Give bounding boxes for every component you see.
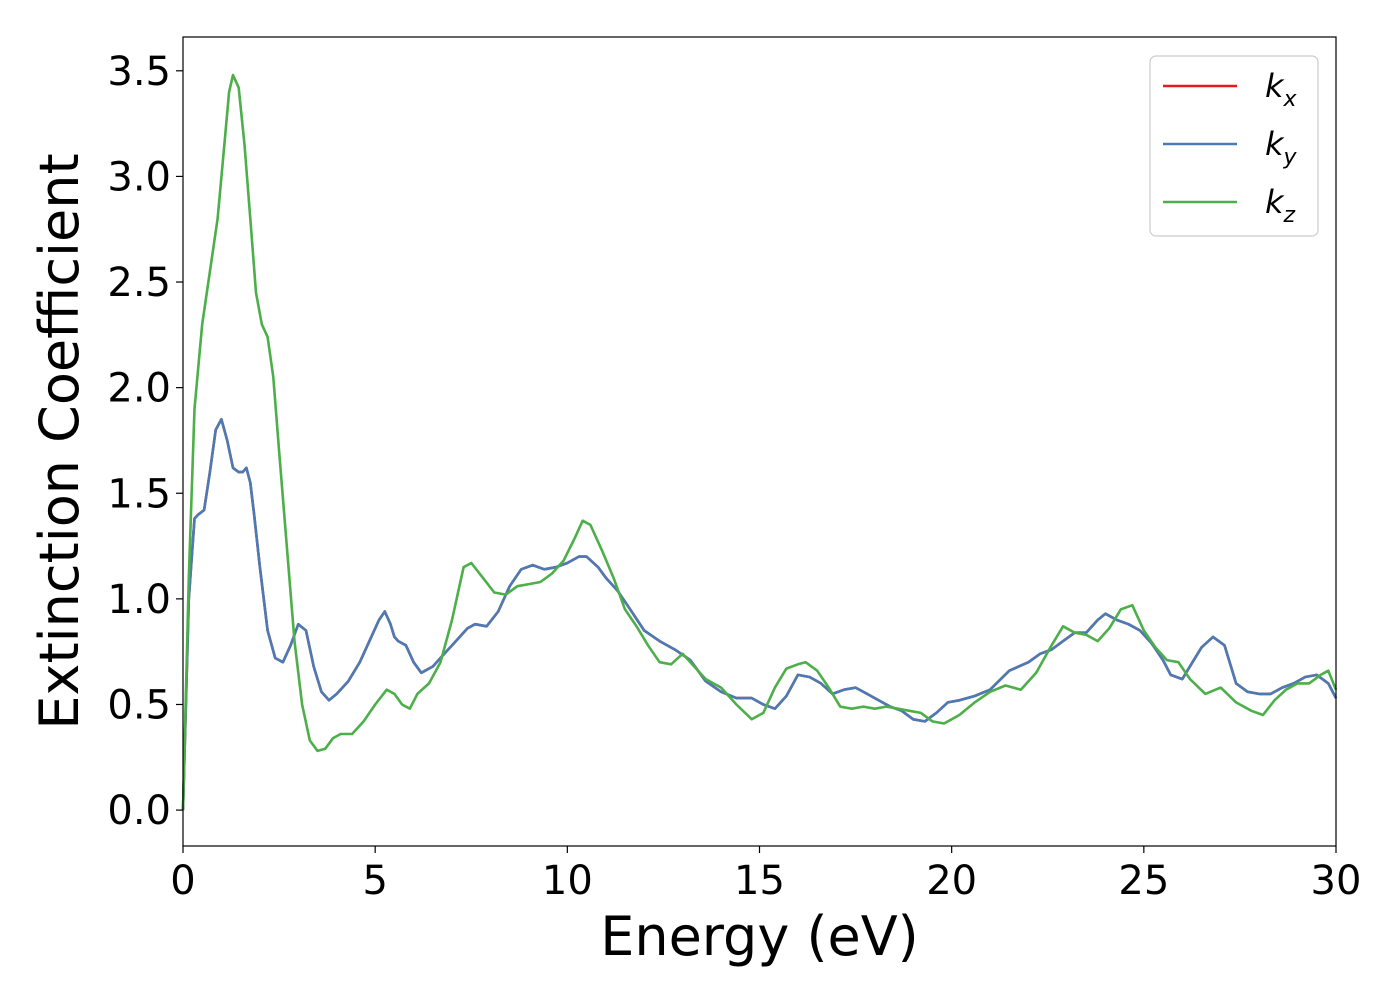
plot-frame <box>182 36 1337 847</box>
legend-subscript: x <box>1283 87 1298 112</box>
x-tick-label: 20 <box>926 858 977 904</box>
x-tick-label: 30 <box>1311 858 1362 904</box>
y-tick-label: 2.5 <box>107 260 171 306</box>
x-axis-title: Energy (eV) <box>600 905 919 968</box>
x-tick-label: 10 <box>542 858 593 904</box>
series-line-ky <box>181 418 1338 811</box>
legend-box <box>1149 55 1319 237</box>
y-tick-label: 2.0 <box>107 366 171 412</box>
ticks-layer: 0 5 10 15 20 25 30 0.0 0.5 1.0 1.5 2.0 2.5 3.0 3.5 <box>107 49 1361 904</box>
series-line-kz <box>181 73 1338 811</box>
x-tick-label: 5 <box>362 858 387 904</box>
x-tick-label: 15 <box>734 858 785 904</box>
y-tick-label: 0.0 <box>107 788 171 834</box>
y-tick-label: 1.5 <box>107 471 171 517</box>
y-tick-label: 3.5 <box>107 49 171 95</box>
y-tick-label: 0.5 <box>107 682 171 728</box>
legend-subscript: z <box>1283 203 1296 228</box>
legend-subscript: y <box>1283 145 1298 170</box>
y-axis-title: Extinction Coefficient <box>28 153 91 729</box>
x-tick-label: 25 <box>1118 858 1169 904</box>
y-tick-label: 3.0 <box>107 154 171 200</box>
y-tick-label: 1.0 <box>107 577 171 623</box>
series-layer <box>181 73 1338 811</box>
x-tick-label: 0 <box>170 858 195 904</box>
